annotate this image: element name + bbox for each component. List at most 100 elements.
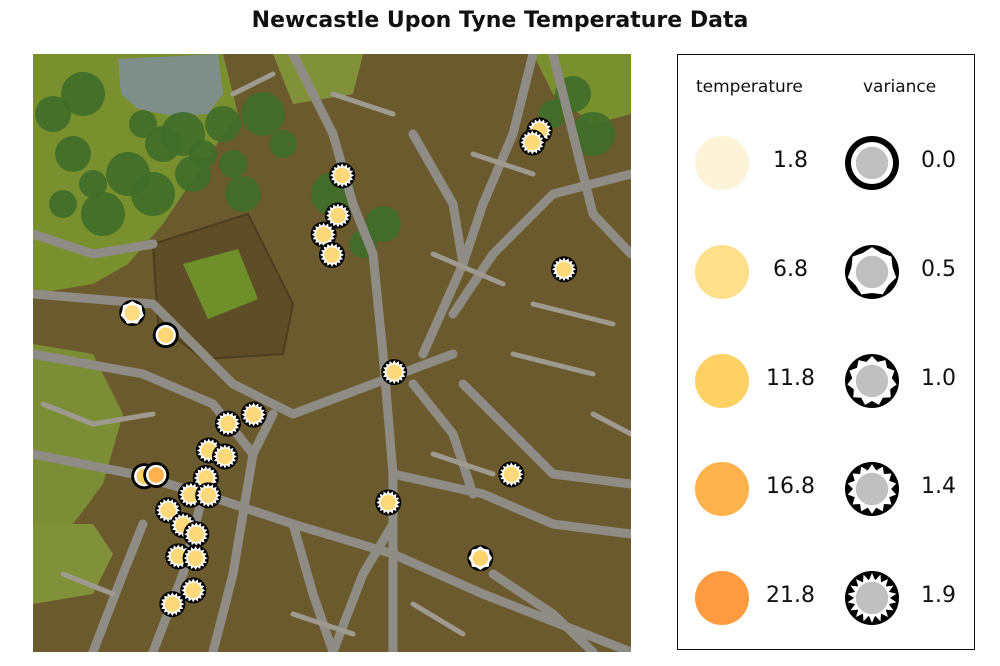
temperature-marker [526, 117, 553, 144]
street [60, 571, 116, 597]
road [328, 519, 398, 652]
temperature-marker [498, 461, 525, 488]
symbol-core [157, 327, 174, 343]
road [418, 54, 538, 359]
road [448, 169, 631, 319]
road [488, 569, 598, 652]
legend-variance-swatch [845, 462, 899, 516]
temperature-marker [152, 322, 179, 349]
stadium-pitch [183, 249, 258, 319]
legend-variance-label: 0.5 [921, 257, 956, 282]
symbol-core [220, 415, 236, 432]
street [330, 91, 396, 117]
temperature-marker [329, 162, 356, 189]
street [470, 151, 536, 177]
symbol-core [503, 466, 520, 483]
symbol-core [124, 305, 141, 321]
legend-variance-swatch [845, 354, 899, 408]
map-basemap [33, 54, 631, 652]
street [230, 71, 276, 97]
road [148, 489, 208, 652]
tree-cluster [571, 112, 615, 156]
park-area [33, 344, 123, 524]
symbol-core [556, 261, 572, 278]
symbol-core [855, 146, 889, 180]
symbol-core [185, 582, 202, 599]
symbol-core [200, 487, 217, 504]
temperature-marker [240, 401, 267, 428]
symbol-core [188, 526, 205, 542]
temperature-marker [119, 299, 146, 326]
chart-title: Newcastle Upon Tyne Temperature Data [251, 8, 749, 33]
temperature-marker [375, 489, 402, 516]
temperature-marker [324, 202, 351, 229]
tree-cluster [225, 176, 261, 212]
legend-temperature-label: 6.8 [773, 257, 808, 282]
tree-cluster [269, 130, 297, 158]
symbol-core [198, 470, 214, 486]
legend: temperature variance 1.8 6.8 11.8 16.8 2… [677, 54, 975, 650]
symbol-core [334, 167, 350, 184]
symbol-core [855, 364, 889, 398]
legend-temperature-swatch [695, 571, 749, 625]
legend-temperature-label: 21.8 [766, 583, 815, 608]
street [430, 251, 506, 287]
symbol-core [472, 550, 489, 566]
lake [118, 54, 223, 116]
street [430, 451, 496, 477]
tree-cluster [49, 190, 77, 218]
temperature-marker [143, 461, 170, 488]
legend-temperature-label: 1.8 [773, 148, 808, 173]
street [590, 411, 631, 437]
temperature-marker [195, 482, 222, 509]
legend-temperature-swatch [695, 354, 749, 408]
symbol-core [855, 472, 889, 506]
symbol-core [160, 502, 176, 519]
symbol-core [183, 486, 199, 503]
road [408, 129, 468, 269]
temperature-marker [310, 221, 337, 248]
legend-temperature-label: 16.8 [766, 474, 815, 499]
temperature-marker [159, 591, 186, 618]
temperature-marker [211, 443, 238, 470]
legend-temperature-swatch [695, 136, 749, 190]
legend-temperature-swatch [695, 245, 749, 299]
tree-cluster [81, 192, 125, 236]
legend-graphics [695, 136, 899, 625]
tree-cluster [35, 96, 71, 132]
tree-cluster [55, 136, 91, 172]
symbol-core [170, 548, 187, 565]
temperature-marker [381, 359, 408, 386]
symbol-core [164, 596, 181, 612]
legend-variance-label: 1.4 [921, 474, 956, 499]
legend-variance-swatch [845, 136, 899, 190]
symbol-core [245, 406, 262, 423]
tree-cluster [61, 72, 105, 116]
road [408, 379, 478, 499]
map-area[interactable] [33, 54, 631, 652]
street [40, 401, 156, 427]
tree-cluster [175, 156, 211, 192]
temperature-marker [519, 129, 546, 156]
temperature-marker [180, 577, 207, 604]
legend-variance-swatch [845, 571, 899, 625]
symbol-core [217, 448, 233, 465]
legend-temperature-label: 11.8 [766, 366, 815, 391]
temperature-marker [319, 241, 345, 268]
points-layer [119, 117, 578, 618]
legend-variance-header: variance [863, 77, 937, 97]
temperature-marker [182, 545, 209, 572]
road [208, 409, 278, 652]
street [290, 611, 356, 637]
road [33, 229, 158, 259]
road [458, 379, 631, 489]
legend-variance-label: 1.9 [921, 583, 956, 608]
symbol-core [855, 581, 889, 615]
road [548, 54, 631, 259]
tree-cluster [205, 106, 241, 142]
tree-cluster [129, 110, 157, 138]
road [288, 519, 338, 652]
symbol-core [148, 467, 164, 483]
symbol-core [855, 255, 889, 289]
temperature-marker [551, 256, 578, 283]
